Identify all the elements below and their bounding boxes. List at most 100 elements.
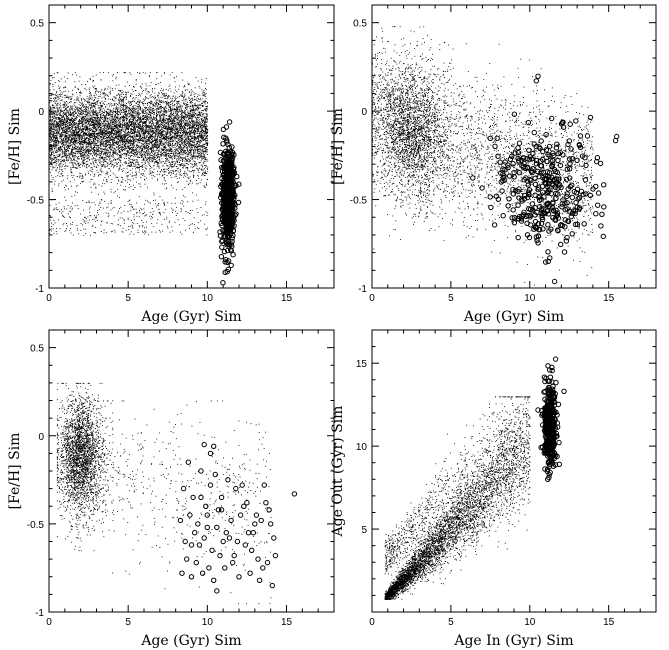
data-point-dot bbox=[50, 139, 51, 141]
data-point-dot bbox=[79, 176, 81, 178]
data-point-dot bbox=[177, 119, 178, 120]
data-point-dot bbox=[142, 152, 144, 154]
data-point-dot bbox=[127, 123, 128, 125]
data-point-dot bbox=[75, 136, 77, 138]
data-point-dot bbox=[100, 170, 102, 172]
data-point-dot bbox=[122, 104, 124, 105]
data-point-dot bbox=[49, 110, 51, 111]
data-point-dot bbox=[167, 121, 169, 123]
data-point-dot bbox=[156, 125, 158, 127]
data-point-dot bbox=[170, 155, 172, 157]
data-point-dot bbox=[145, 103, 146, 104]
data-point-dot bbox=[74, 81, 76, 83]
data-point-dot bbox=[75, 116, 77, 118]
data-point-dot bbox=[159, 154, 161, 155]
data-point-dot bbox=[59, 123, 61, 125]
data-point-dot bbox=[97, 153, 99, 155]
data-point-dot bbox=[206, 106, 208, 107]
data-point-dot bbox=[174, 154, 176, 156]
data-point-dot bbox=[76, 122, 77, 124]
data-point-dot bbox=[203, 146, 205, 148]
data-point-dot bbox=[187, 153, 189, 155]
data-point-dot bbox=[147, 104, 148, 106]
data-point-dot bbox=[94, 97, 96, 99]
data-point-dot bbox=[101, 165, 102, 167]
data-point-dot bbox=[71, 128, 73, 130]
data-point-dot bbox=[53, 161, 55, 163]
data-point-dot bbox=[149, 133, 151, 135]
data-point-dot bbox=[128, 91, 129, 93]
data-point-dot bbox=[206, 215, 208, 216]
data-point-dot bbox=[137, 115, 139, 117]
data-point-dot bbox=[80, 163, 82, 165]
data-point-dot bbox=[207, 128, 209, 130]
data-point-dot bbox=[142, 230, 143, 232]
data-point-dot bbox=[73, 134, 75, 136]
data-point-dot bbox=[108, 128, 110, 130]
data-point-dot bbox=[78, 122, 80, 124]
data-point-dot bbox=[190, 149, 192, 151]
data-point-dot bbox=[135, 115, 137, 117]
data-point-dot bbox=[154, 145, 156, 147]
data-point-dot bbox=[196, 138, 197, 140]
data-point-dot bbox=[172, 101, 174, 103]
data-point-dot bbox=[88, 127, 90, 129]
data-point-dot bbox=[66, 130, 68, 132]
data-point-dot bbox=[113, 159, 114, 161]
data-point-dot bbox=[148, 92, 150, 94]
data-point-dot bbox=[179, 158, 181, 160]
data-point-dot bbox=[88, 108, 90, 110]
data-point-dot bbox=[120, 155, 121, 157]
data-point-dot bbox=[121, 155, 122, 157]
data-point-dot bbox=[94, 146, 96, 147]
data-point-dot bbox=[94, 117, 95, 119]
data-point-dot bbox=[115, 107, 117, 109]
data-point-dot bbox=[81, 109, 82, 111]
data-point-dot bbox=[174, 108, 176, 110]
data-point-dot bbox=[185, 113, 186, 115]
data-point-dot bbox=[79, 120, 81, 122]
data-point-dot bbox=[93, 104, 95, 106]
data-point-dot bbox=[130, 121, 132, 122]
data-point-dot bbox=[139, 166, 141, 168]
data-point-dot bbox=[112, 140, 114, 142]
data-point-dot bbox=[176, 101, 178, 102]
data-point-dot bbox=[106, 104, 108, 106]
data-point-dot bbox=[84, 138, 86, 140]
data-point-dot bbox=[142, 222, 144, 223]
data-point-dot bbox=[206, 160, 208, 162]
data-point-dot bbox=[151, 125, 153, 127]
data-point-dot bbox=[190, 98, 192, 100]
data-point-dot bbox=[203, 110, 205, 111]
data-point-dot bbox=[49, 126, 51, 128]
data-point-dot bbox=[117, 133, 118, 135]
data-point-dot bbox=[63, 101, 65, 103]
data-point-dot bbox=[161, 88, 163, 90]
data-point-dot bbox=[181, 118, 182, 119]
data-point-dot bbox=[165, 127, 167, 129]
data-point-dot bbox=[149, 72, 151, 74]
data-point-dot bbox=[78, 162, 80, 164]
data-point-dot bbox=[191, 102, 193, 103]
data-point-dot bbox=[194, 139, 196, 141]
data-point-dot bbox=[161, 102, 163, 104]
data-point-dot bbox=[195, 157, 197, 159]
data-point-dot bbox=[142, 110, 143, 112]
data-point-dot bbox=[116, 124, 118, 126]
data-point-dot bbox=[132, 206, 133, 208]
data-point-dot bbox=[135, 147, 137, 149]
data-point-dot bbox=[86, 167, 88, 169]
data-point-dot bbox=[95, 139, 96, 140]
data-point-dot bbox=[191, 164, 193, 166]
data-point-dot bbox=[188, 115, 190, 116]
data-point-dot bbox=[177, 88, 179, 90]
data-point-dot bbox=[189, 118, 191, 119]
data-point-dot bbox=[118, 93, 120, 95]
data-point-dot bbox=[125, 153, 127, 154]
data-point-dot bbox=[76, 108, 77, 110]
data-point-dot bbox=[60, 91, 62, 93]
data-point-dot bbox=[96, 120, 98, 122]
data-point-dot bbox=[121, 148, 123, 150]
data-point-dot bbox=[99, 72, 101, 74]
data-point-dot bbox=[115, 159, 116, 161]
